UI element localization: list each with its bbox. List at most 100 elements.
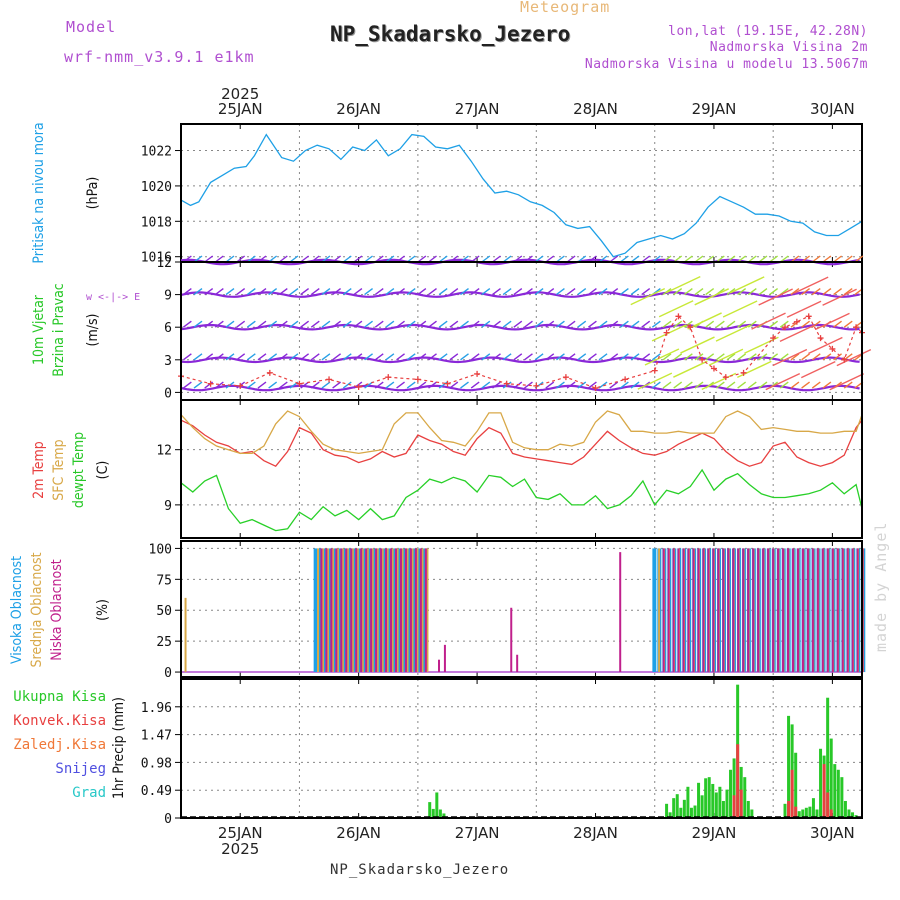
precip-bar-precip_total bbox=[697, 782, 701, 818]
cloud-bar-cloud_mid bbox=[416, 548, 419, 673]
cloud-bar-cloud_low bbox=[787, 548, 790, 673]
wind-arrow bbox=[747, 381, 757, 389]
precip-bar-precip_total bbox=[725, 789, 729, 818]
precip-bar-precip_total bbox=[826, 697, 830, 818]
cloud-bar-cloud_mid bbox=[426, 548, 429, 673]
wind-gust-arrow bbox=[758, 288, 793, 306]
wind-speed-point bbox=[805, 313, 812, 320]
wind-gust-arrow bbox=[665, 276, 701, 294]
wind-arrow bbox=[214, 381, 224, 389]
wind-arrow bbox=[417, 320, 427, 328]
wind-arrow bbox=[492, 320, 501, 328]
wind-arrow bbox=[683, 320, 693, 328]
wind-arrow bbox=[417, 353, 427, 361]
cloud-bar-cloud_mid bbox=[381, 548, 384, 673]
wind-gust-arrow bbox=[808, 336, 843, 355]
wind-speed-point bbox=[592, 385, 599, 392]
model-label: Model bbox=[66, 18, 117, 36]
wind-arrow bbox=[843, 288, 853, 296]
precip-bar-precip_total bbox=[801, 809, 805, 818]
top-day-label: 28JAN bbox=[573, 100, 618, 118]
cloud-bar-cloud_low bbox=[747, 548, 750, 673]
wind-arrow bbox=[833, 288, 842, 296]
wind-arrow bbox=[822, 353, 832, 361]
wind-speed-point bbox=[326, 376, 333, 383]
wind-arrow bbox=[545, 353, 555, 361]
wind-arrow bbox=[481, 288, 491, 296]
ytick-label: 0 bbox=[164, 386, 172, 401]
cloud-bar-cloud_mid bbox=[401, 548, 404, 673]
wind-gust-arrow bbox=[708, 348, 744, 366]
wind-arrow bbox=[289, 353, 299, 361]
cloud-bar-cloud_low bbox=[697, 548, 700, 673]
cloud-bar-cloud_mid bbox=[336, 548, 339, 673]
wind-arrow bbox=[225, 353, 235, 361]
wind-arrow bbox=[460, 381, 469, 389]
wind-arrow bbox=[278, 288, 288, 296]
wind-speed-point bbox=[722, 374, 729, 381]
wind-arrow bbox=[651, 353, 661, 361]
cloud-bar-cloud_mid bbox=[406, 548, 409, 673]
wind-axis-name: 10m Vjetar bbox=[31, 294, 47, 365]
cloud-bar-cloud_low bbox=[851, 548, 854, 673]
wind-gust-arrow bbox=[637, 372, 673, 390]
cloud-bar-cloud_low bbox=[340, 548, 343, 673]
wind-arrow bbox=[598, 353, 608, 361]
wind-gust-arrow bbox=[694, 288, 729, 306]
temp-axis-name: 2m Temp bbox=[31, 441, 47, 499]
wind-arrow bbox=[524, 353, 533, 361]
wind-arrow bbox=[843, 320, 853, 328]
wind-arrow bbox=[246, 353, 256, 361]
precip-bar-precip_total bbox=[721, 800, 725, 818]
wind-arrow bbox=[577, 353, 587, 361]
precip-bar-precip_total bbox=[435, 792, 439, 818]
wind-speed-point bbox=[740, 369, 747, 376]
wind-speed-point bbox=[675, 313, 682, 320]
wind-arrow bbox=[246, 381, 256, 389]
wind-gust-arrow bbox=[751, 312, 786, 330]
cloud-bar-cloud_low bbox=[821, 548, 824, 673]
precip-bar-precip_conv bbox=[732, 795, 736, 818]
ytick-label: 9 bbox=[164, 499, 172, 514]
wind-arrow bbox=[769, 288, 779, 296]
cloud-bar-cloud_low bbox=[438, 659, 441, 673]
wind-arrow bbox=[310, 353, 320, 361]
precip-bar-precip_conv bbox=[822, 764, 826, 818]
wind-arrow bbox=[257, 381, 267, 389]
wind-arrow bbox=[790, 288, 800, 296]
wind-arrow bbox=[406, 381, 416, 389]
cloud-bar-cloud_mid bbox=[317, 548, 320, 673]
precip-bar-precip_total bbox=[442, 813, 446, 818]
wind-arrow bbox=[385, 381, 395, 389]
top-day-label: 27JAN bbox=[455, 100, 500, 118]
wind-arrow bbox=[587, 320, 597, 328]
wind-arrow bbox=[332, 381, 342, 389]
wind-arrow bbox=[364, 353, 373, 361]
wind-arrow bbox=[310, 381, 320, 389]
elevation-label: Nadmorska Visina 2m bbox=[709, 40, 868, 55]
wind-arrow bbox=[630, 288, 640, 296]
cloud-bar-cloud_low bbox=[836, 548, 839, 673]
cloud-bar-cloud_low bbox=[516, 654, 519, 673]
ytick-label: 0.49 bbox=[141, 784, 172, 799]
wind-arrow bbox=[321, 320, 331, 328]
ytick-label: 3 bbox=[164, 354, 172, 369]
wind-arrow bbox=[364, 320, 373, 328]
wind-arrow bbox=[470, 353, 480, 361]
wind-arrow bbox=[598, 320, 608, 328]
precip-bar-precip_total bbox=[843, 800, 847, 818]
wind-arrow bbox=[182, 320, 192, 328]
wind-speed-point bbox=[237, 382, 244, 389]
wind-arrow bbox=[843, 353, 853, 361]
wind-speed-point bbox=[853, 324, 860, 331]
wind-arrow bbox=[683, 381, 693, 389]
wind-arrow bbox=[438, 320, 448, 328]
precip-bar-precip_total bbox=[672, 798, 676, 818]
wind-arrow bbox=[396, 320, 405, 328]
wind-arrow bbox=[374, 288, 384, 296]
cloud-bar-cloud_low bbox=[772, 548, 775, 673]
cloud-bar-cloud_low bbox=[345, 548, 348, 673]
wind-arrow bbox=[534, 353, 544, 361]
wind-arrow bbox=[236, 288, 246, 296]
wind-speed-point bbox=[266, 369, 273, 376]
